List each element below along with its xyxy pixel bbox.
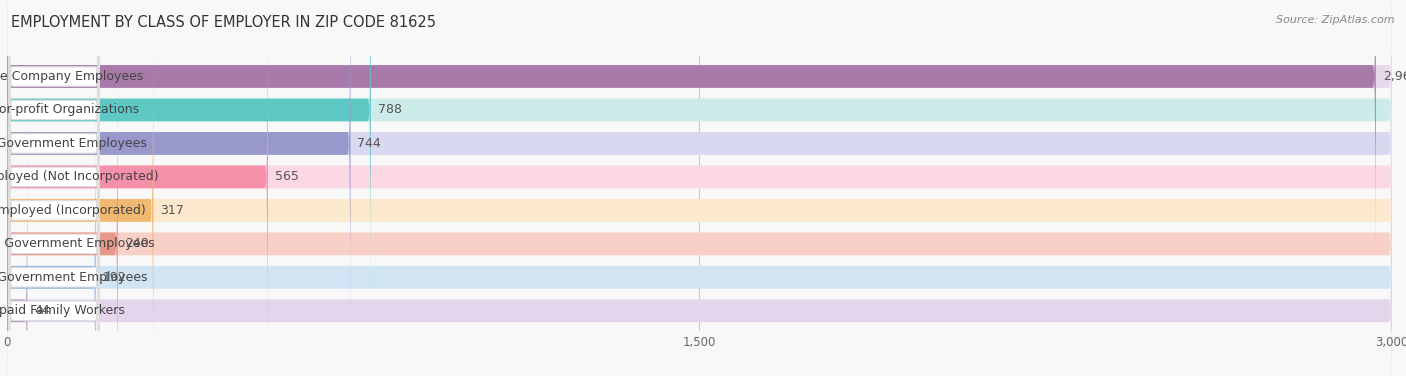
Text: Federal Government Employees: Federal Government Employees xyxy=(0,237,155,250)
FancyBboxPatch shape xyxy=(7,121,1392,376)
FancyBboxPatch shape xyxy=(7,0,1392,266)
Text: Local Government Employees: Local Government Employees xyxy=(0,137,148,150)
FancyBboxPatch shape xyxy=(8,0,98,368)
FancyBboxPatch shape xyxy=(8,120,98,376)
Text: Self-Employed (Not Incorporated): Self-Employed (Not Incorporated) xyxy=(0,170,159,183)
FancyBboxPatch shape xyxy=(7,0,371,299)
Text: 192: 192 xyxy=(103,271,127,284)
Text: 44: 44 xyxy=(34,304,51,317)
Text: 317: 317 xyxy=(160,204,184,217)
FancyBboxPatch shape xyxy=(7,0,1376,266)
FancyBboxPatch shape xyxy=(7,0,1392,299)
FancyBboxPatch shape xyxy=(7,0,1392,366)
FancyBboxPatch shape xyxy=(7,0,1392,299)
FancyBboxPatch shape xyxy=(7,55,118,376)
Text: Self-Employed (Incorporated): Self-Employed (Incorporated) xyxy=(0,204,146,217)
FancyBboxPatch shape xyxy=(7,0,1392,266)
FancyBboxPatch shape xyxy=(7,88,1392,376)
Text: Private Company Employees: Private Company Employees xyxy=(0,70,143,83)
FancyBboxPatch shape xyxy=(8,0,98,301)
FancyBboxPatch shape xyxy=(7,55,1392,376)
Text: State Government Employees: State Government Employees xyxy=(0,271,148,284)
Text: 2,965: 2,965 xyxy=(1382,70,1406,83)
FancyBboxPatch shape xyxy=(7,121,1392,376)
Text: Unpaid Family Workers: Unpaid Family Workers xyxy=(0,304,125,317)
FancyBboxPatch shape xyxy=(7,88,96,376)
FancyBboxPatch shape xyxy=(7,0,1392,366)
FancyBboxPatch shape xyxy=(7,121,27,376)
FancyBboxPatch shape xyxy=(8,0,98,335)
FancyBboxPatch shape xyxy=(7,55,1392,376)
FancyBboxPatch shape xyxy=(7,0,1392,333)
FancyBboxPatch shape xyxy=(7,0,350,333)
FancyBboxPatch shape xyxy=(8,0,98,268)
FancyBboxPatch shape xyxy=(7,21,1392,376)
Text: Not-for-profit Organizations: Not-for-profit Organizations xyxy=(0,103,139,117)
Text: Source: ZipAtlas.com: Source: ZipAtlas.com xyxy=(1277,15,1395,25)
FancyBboxPatch shape xyxy=(8,86,98,376)
FancyBboxPatch shape xyxy=(7,0,1392,333)
FancyBboxPatch shape xyxy=(8,19,98,376)
Text: 240: 240 xyxy=(125,237,149,250)
FancyBboxPatch shape xyxy=(7,21,153,376)
FancyBboxPatch shape xyxy=(7,21,1392,376)
Text: EMPLOYMENT BY CLASS OF EMPLOYER IN ZIP CODE 81625: EMPLOYMENT BY CLASS OF EMPLOYER IN ZIP C… xyxy=(11,15,436,30)
FancyBboxPatch shape xyxy=(7,88,1392,376)
Text: 788: 788 xyxy=(378,103,402,117)
Text: 565: 565 xyxy=(274,170,298,183)
FancyBboxPatch shape xyxy=(8,53,98,376)
Text: 744: 744 xyxy=(357,137,381,150)
FancyBboxPatch shape xyxy=(7,0,269,366)
